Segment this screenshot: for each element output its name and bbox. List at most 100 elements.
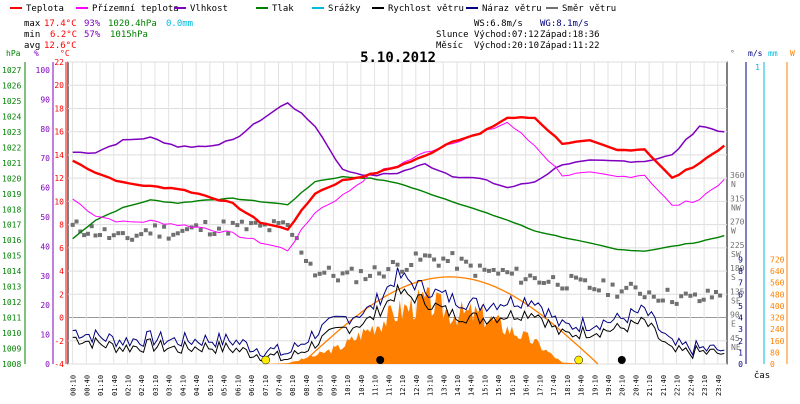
x-tick-label: 05:40 (221, 375, 229, 396)
pressure-tick-label: 1016 (2, 236, 21, 245)
wind-direction-point (693, 292, 697, 297)
wind-direction-point (271, 219, 276, 224)
wind-direction-point (175, 231, 180, 236)
wind-direction-point (93, 233, 98, 238)
direction-tick-label: 90 (730, 311, 740, 320)
x-tick-label: 21:10 (646, 375, 654, 396)
direction-tick-compass: E (731, 320, 736, 329)
wind-direction-point (633, 285, 638, 290)
wind-direction-point (166, 236, 171, 241)
wind-direction-point (505, 270, 510, 275)
rain-tick-label: 1 (755, 63, 760, 72)
solar-tick-label: 240 (770, 325, 785, 334)
legend-label-7: Směr větru (562, 4, 616, 14)
wind-direction-point (615, 294, 620, 299)
wind-direction-point (267, 228, 272, 233)
moon-marker (376, 356, 385, 364)
stat-moon-rise: Východ:20:10 (474, 41, 539, 51)
wind-direction-point (400, 269, 405, 274)
pressure-tick-label: 1015 (2, 252, 21, 261)
pressure-line (72, 175, 725, 252)
solar-tick-label: 400 (770, 302, 785, 311)
wind-direction-point (134, 233, 139, 238)
wind-direction-point (482, 267, 487, 272)
direction-tick-compass: SE (731, 296, 741, 305)
pressure-tick-label: 1014 (2, 267, 21, 276)
direction-tick-label: 135 (730, 287, 745, 296)
legend-label-0: Teplota (26, 4, 64, 14)
stat-moon-label: Měsíc (436, 41, 463, 51)
x-tick-label: 00:40 (83, 375, 91, 396)
humidity-tick-label: 0 (45, 360, 50, 369)
legend-label-3: Tlak (272, 4, 294, 14)
wind-direction-point (143, 228, 148, 233)
axis-unit-°C: °C (60, 49, 70, 58)
pressure-tick-label: 1020 (2, 174, 21, 183)
wind-direction-point (354, 280, 359, 285)
wind-direction-point (619, 289, 624, 294)
wind-direction-point (404, 267, 409, 272)
wind-direction-point (578, 277, 583, 282)
wind-direction-point (230, 220, 235, 225)
plot-series (70, 102, 726, 365)
wind-direction-point (249, 221, 254, 226)
wind-direction-point (171, 232, 176, 237)
wind-direction-point (532, 276, 537, 281)
wind-direction-point (340, 271, 345, 276)
wind-direction-point (441, 256, 446, 261)
x-tick-label: 04:10 (179, 375, 187, 396)
wind-direction-point (468, 263, 473, 268)
stat-sun-set: Západ:18:36 (540, 30, 600, 40)
wind-direction-point (313, 273, 318, 278)
wind-direction-point (74, 219, 79, 224)
stat-sun-label: Slunce (436, 30, 469, 40)
wind-direction-point (153, 223, 157, 228)
x-tick-label: 04:40 (193, 375, 201, 396)
wind-tick-label: 4 (738, 314, 743, 323)
wind-direction-point (326, 265, 331, 270)
wind-direction-point (349, 266, 354, 271)
axes: hPa% °C ° m/s mm W102710261025102410231022102… (2, 49, 795, 396)
wind-direction-point (537, 280, 542, 285)
temperature-tick-label: 8 (59, 221, 64, 230)
wind-direction-point (651, 294, 656, 299)
wind-direction-point (120, 231, 125, 236)
pressure-tick-label: 1024 (2, 112, 21, 121)
wind-direction-point (377, 271, 382, 276)
wind-direction-point (381, 274, 386, 279)
stat-max-temp: 17.4°C (44, 19, 77, 29)
legend: Teplota Přízemní teplota Vlhkost Tlak Srážky… (10, 4, 616, 14)
x-tick-label: 20:10 (619, 375, 627, 396)
pressure-tick-label: 1009 (2, 345, 21, 354)
x-axis-label: čas (754, 370, 770, 381)
wind-direction-point (459, 256, 464, 261)
wind-direction-point (198, 228, 203, 232)
wind-direction-point (656, 298, 661, 303)
axis-unit-mm: mm (768, 49, 778, 58)
pressure-tick-label: 1025 (2, 97, 21, 106)
humidity-tick-label: 60 (40, 184, 50, 193)
wind-direction-point (587, 285, 592, 290)
x-tick-label: 11:40 (385, 375, 393, 396)
humidity-tick-label: 30 (40, 272, 50, 281)
wind-direction-point (317, 271, 322, 276)
wind-direction-point (299, 250, 304, 255)
x-tick-label: 15:10 (481, 375, 489, 396)
wind-direction-point (194, 223, 199, 228)
pressure-tick-label: 1010 (2, 329, 21, 338)
wind-direction-point (436, 263, 441, 268)
wind-direction-point (555, 282, 560, 287)
chart-title: 5.10.2012 (360, 50, 436, 66)
axis-unit-m/s: m/s (748, 49, 763, 58)
wind-direction-point (281, 220, 286, 225)
wind-direction-point (336, 278, 340, 283)
wind-tick-label: 7 (738, 279, 743, 288)
wind-direction-point (670, 300, 675, 305)
x-tick-label: 02:10 (124, 375, 132, 396)
stat-max-rain: 0.0mm (166, 19, 193, 29)
solar-tick-label: 560 (770, 279, 785, 288)
wind-direction-point (551, 275, 556, 280)
temperature-line (72, 115, 726, 232)
x-tick-label: 21:40 (660, 375, 668, 396)
